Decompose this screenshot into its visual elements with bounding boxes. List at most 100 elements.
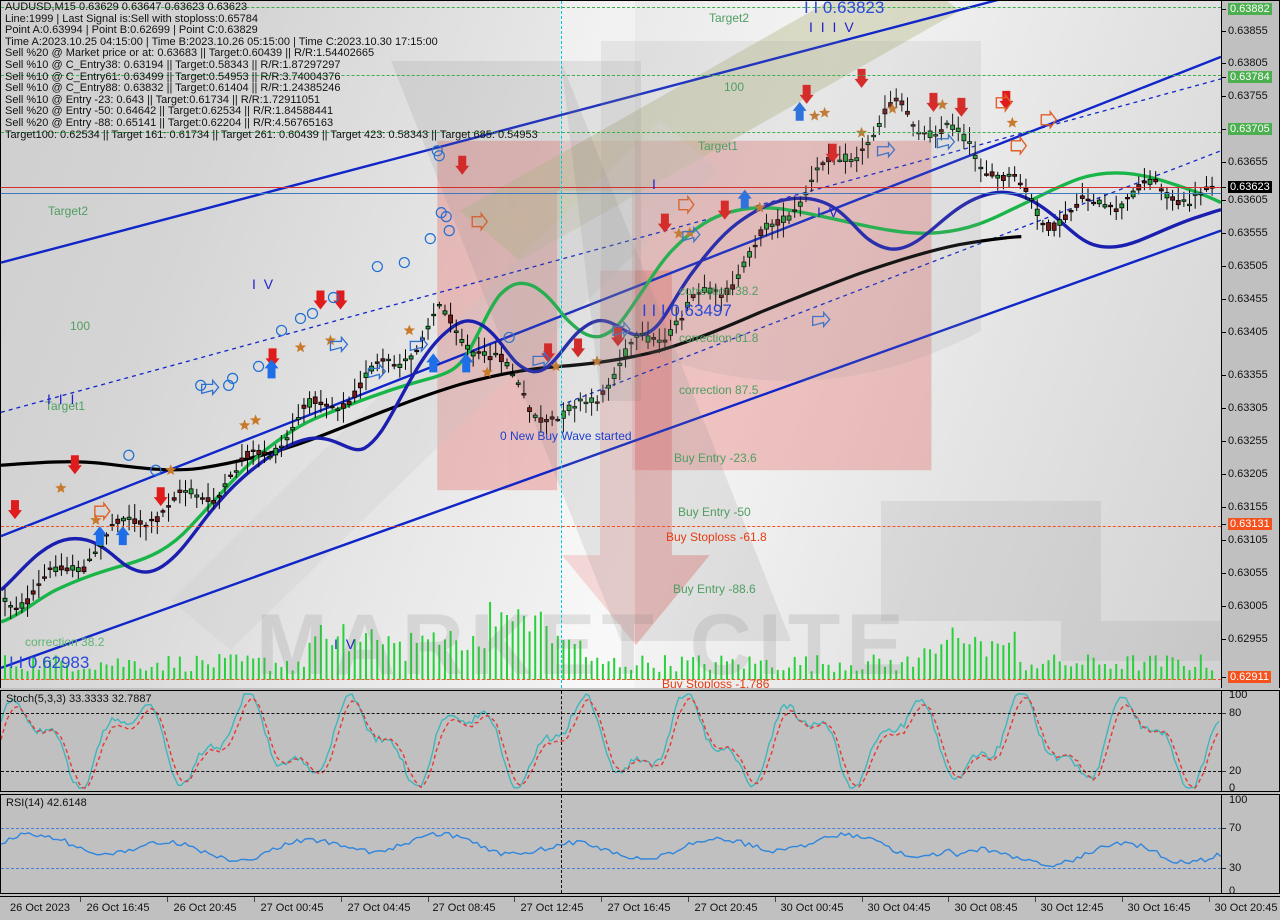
price-axis-tick [1222,524,1226,525]
candle-body [848,159,854,163]
volume-histogram [3,601,1214,680]
symbol-ohlc-line: AUDUSD,M15 0.63629 0.63647 0.63623 0.636… [5,1,248,13]
sell-arrow-icon [455,155,470,175]
time-axis-label: 30 Oct 12:45 [1040,902,1104,914]
candle-body [233,470,239,473]
candle-body [814,167,820,171]
trade-exit-arrow-icon [1040,109,1058,130]
sell-arrow-icon [854,68,869,88]
time-axis-label: 26 Oct 16:45 [86,902,150,914]
candle-body [702,287,707,293]
chart-text-label: Target1 [45,399,86,413]
indicator-scale-label: 0 [1229,782,1236,794]
candle-body [47,567,53,570]
rsi-indicator-pane[interactable]: RSI(14) 42.6148 [0,794,1222,894]
candle-body [239,457,245,461]
candle-body [465,344,470,350]
candle-body [984,173,989,176]
candle-body [786,215,792,221]
candle-body [30,590,36,595]
candle-body [837,159,843,162]
candle-body [1000,175,1006,181]
signal-markers [7,68,1058,546]
fractal-circle-icon [398,256,410,269]
wave-price-callout: I I I 0.63497 [642,301,732,320]
trade-exit-arrow-icon [678,194,695,215]
chart-text-label: correction 87.5 [679,383,759,397]
candle-body [606,384,611,389]
candle-body [871,134,877,138]
candle-body [775,219,781,226]
sell-arrow-icon [541,343,556,363]
candle-body [628,341,634,345]
candle-body [154,516,160,523]
reversal-star-icon [886,102,899,114]
info-line: Sell %20 @ Entry -88: 0.65141 || Target:… [5,116,334,129]
candle-body [211,499,217,504]
info-line: Target100: 0.62534 || Target 161: 0.6173… [5,128,538,141]
candle-body [160,510,166,513]
time-axis-tick [167,897,168,902]
chart-text-label: I V [817,204,841,220]
price-scale-axis[interactable]: 0.63882 0.63855 0.63805 0.63784 0.63755 0.637… [1222,0,1280,688]
candle-body [747,251,752,258]
candle-body [752,244,758,248]
candle-body [312,396,318,404]
reversal-star-icon [90,514,102,525]
buy-arrow-icon [115,526,130,546]
sell-arrow-icon [610,327,625,347]
chart-text-label: 100 [724,80,745,94]
buy-arrow-icon [792,101,807,121]
chart-text-label: Target1 [698,139,739,153]
candle-body [166,505,171,508]
candle-body [662,339,668,343]
price-axis-label: 0.63205 [1228,468,1268,480]
candle-body [1085,198,1091,202]
reversal-star-icon [754,201,766,213]
candle-body [955,127,961,132]
chart-text-label: Buy Stoploss -61.8 [666,530,767,544]
candle-body [1096,199,1102,205]
candle-body [718,294,724,298]
price-chart-pane[interactable]: MARKET CITE [0,0,1222,688]
candle-body [87,558,92,561]
candle-body [566,404,572,412]
candle-body [1040,222,1046,226]
rsi-scale-axis: 100 70 30 0 [1222,794,1280,897]
time-axis-tick [775,897,776,902]
wave-price-callout: I I 0.63823 [804,0,885,17]
candle-body [256,449,262,456]
sell-arrow-icon [825,143,840,163]
buy-arrow-icon [737,189,752,209]
indicator-scale-label: 100 [1229,794,1248,806]
candle-body [1181,199,1187,202]
price-axis-tick [1222,639,1226,640]
entry-arrow-icon [682,225,701,244]
time-axis-tick [862,897,863,902]
indicator-scale-tick [1222,713,1226,714]
reversal-star-icon [165,464,177,476]
candle-body [1023,188,1029,192]
candle-body [228,474,234,477]
price-axis-tick [1222,677,1226,678]
sell-arrow-icon [67,455,82,475]
candle-body [679,318,685,321]
price-axis-tick [1222,540,1226,541]
price-level-line [1,75,1221,76]
rsi-plot [1,831,1221,868]
price-level-line [1,679,1221,680]
sell-arrow-icon [999,90,1014,110]
wave-price-callout: I I 0.62983 [9,653,90,672]
info-line: Time A:2023.10.25 04:15:00 | Time B:2023… [5,35,438,48]
reversal-star-icon [324,334,337,346]
time-scale-axis[interactable]: 26 Oct 2023 26 Oct 16:45 26 Oct 20:45 27 Oc… [0,896,1280,920]
chart-text-label: correction 61.8 [679,331,759,345]
stoch-level-20 [1,771,1221,772]
stochastic-indicator-pane[interactable]: Stoch(5,3,3) 33.3333 32.7887 [0,690,1222,792]
time-axis-tick [514,897,515,902]
price-level-line [1,526,1221,527]
fractal-circle-icon [123,449,135,461]
rsi-level-30 [1,868,1221,869]
sell-arrow-icon [657,213,672,233]
